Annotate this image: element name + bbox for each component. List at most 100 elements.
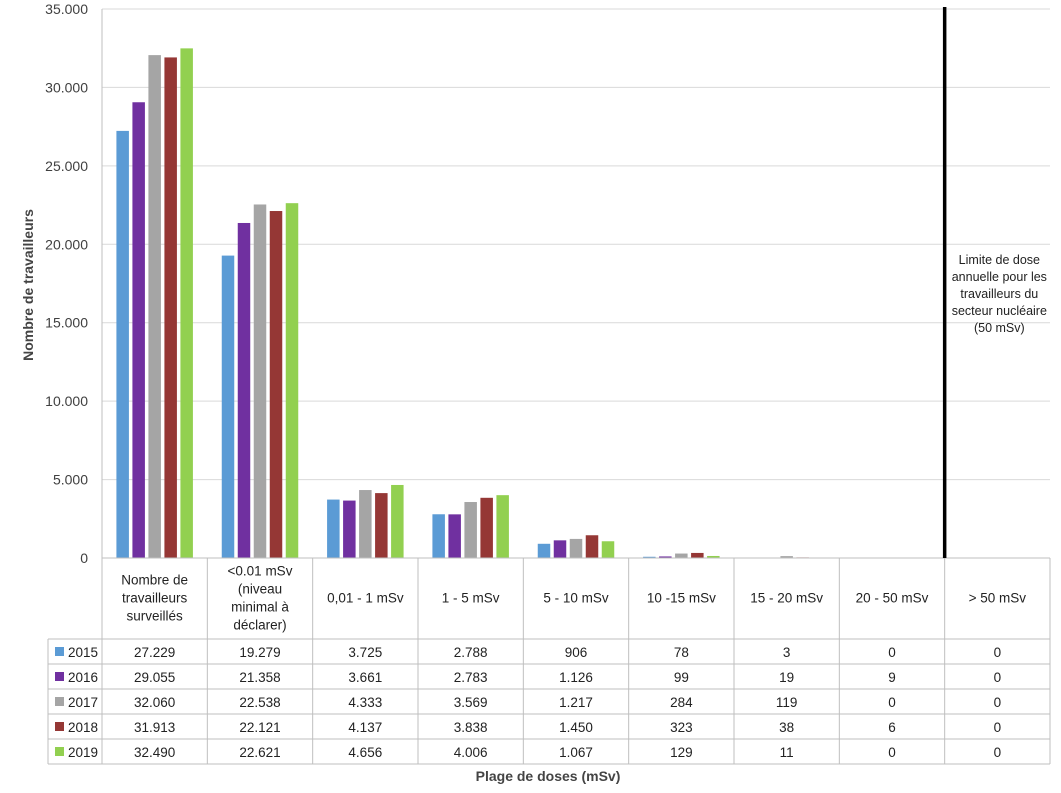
category-label: 1 - 5 mSv [442,591,500,606]
table-cell-value: 3.661 [348,670,382,685]
table-cell-value: 31.913 [134,720,175,735]
x-axis-title: Plage de doses (mSv) [476,768,621,784]
bar-2015 [432,514,445,558]
category-label: 5 - 10 mSv [543,591,609,606]
table-cell-value: 323 [670,720,693,735]
y-tick-label: 5.000 [53,472,88,488]
bar-2016 [237,222,251,559]
legend-label: 2017 [68,695,98,710]
bar-2019 [707,555,720,558]
bar-2015 [221,255,235,559]
table-cell-value: 0 [994,745,1002,760]
table-cell-value: 3.838 [454,720,488,735]
legend-label: 2019 [68,745,98,760]
bar-2019 [180,48,193,558]
table-cell-value: 284 [670,695,693,710]
table-cell-value: 4.656 [348,745,382,760]
legend-key-2017 [55,697,64,706]
table-cell-value: 2.783 [454,670,488,685]
bar-2017 [253,204,267,558]
bar-2019 [391,484,404,558]
table-cell-value: 32.490 [134,745,175,760]
y-tick-label: 30.000 [45,79,88,95]
bar-2016 [448,514,461,558]
table-cell-value: 19 [779,670,794,685]
bar-2018 [269,211,283,559]
y-tick-label: 0 [80,550,88,566]
y-tick-label: 10.000 [45,393,88,409]
category-label: 20 - 50 mSv [856,591,929,606]
dose-limit-label: Limite de dose annuelle pour les travaille… [952,253,1047,335]
bar-2017 [675,553,688,558]
table-cell-value: 99 [674,670,689,685]
bar-2017 [569,538,583,558]
category-label: Nombre de travailleurs surveillés [121,573,188,624]
legend-key-2016 [55,672,64,681]
category-label: 10 -15 mSv [647,591,716,606]
y-tick-label: 35.000 [45,1,88,17]
table-cell-value: 6 [888,720,896,735]
bar-2015 [643,556,656,558]
bar-2017 [148,55,161,559]
bar-2017 [359,490,372,558]
category-label: <0.01 mSv (niveau minimal à déclarer) [228,564,293,633]
data-table: Nombre de travailleurs surveillés <0.01 mSv… [47,557,1051,765]
bar-2018 [585,535,599,558]
bar-2018 [375,493,388,558]
bar-2018 [164,57,177,558]
bar-2018 [480,497,493,558]
legend-key-2018 [55,722,64,731]
table-cell-value: 3 [783,645,791,660]
table-cell-value: 3.569 [454,695,488,710]
table-cell-value: 0 [994,645,1002,660]
bars [116,48,915,559]
table-cell-value: 1.217 [559,695,593,710]
table-cell-value: 0 [994,670,1002,685]
table-cell-value: 129 [670,745,693,760]
table-cell-value: 22.538 [239,695,280,710]
bar-2019 [601,541,615,558]
dose-limit-annotation: Limite de dose annuelle pour les travaille… [942,7,1047,558]
legend-label: 2015 [68,645,98,660]
bar-2019 [285,203,299,558]
table-cell-value: 2.788 [454,645,488,660]
y-tick-label: 25.000 [45,158,88,174]
table-cell-value: 22.621 [239,745,280,760]
table-cell-value: 1.067 [559,745,593,760]
bar-2015 [116,130,129,559]
bar-2018 [691,552,704,558]
table-cell-value: 0 [888,695,896,710]
category-label: > 50 mSv [969,591,1027,606]
y-tick-label: 15.000 [45,315,88,331]
category-label: 15 - 20 mSv [750,591,823,606]
y-axis-title: Nombre de travailleurs [20,209,36,361]
table-cell-value: 0 [994,695,1002,710]
table-cell-value: 4.333 [348,695,382,710]
table-cell-value: 38 [779,720,794,735]
legend-key-2015 [55,647,64,656]
table-cell-value: 0 [888,745,896,760]
table-cell-value: 19.279 [239,645,280,660]
bar-2016 [659,556,672,558]
table-cell-value: 78 [674,645,689,660]
table-cell-value: 4.006 [454,745,488,760]
table-cell-value: 27.229 [134,645,175,660]
category-label: 0,01 - 1 mSv [327,591,404,606]
table-cell-value: 0 [994,720,1002,735]
table-cell-value: 21.358 [239,670,280,685]
table-cell-value: 11 [780,745,794,760]
table-cell-value: 4.137 [348,720,382,735]
y-tick-label: 20.000 [45,236,88,252]
legend-label: 2018 [68,720,98,735]
table-cell-value: 1.450 [559,720,593,735]
bar-2017 [464,502,477,558]
legend-label: 2016 [68,670,98,685]
table-cell-value: 29.055 [134,670,175,685]
legend-key-2019 [55,747,64,756]
table-cell-value: 0 [888,645,896,660]
table-cell-value: 119 [776,695,798,710]
table-cell-value: 22.121 [239,720,280,735]
table-cell-value: 906 [565,645,588,660]
bar-2015 [537,543,551,558]
